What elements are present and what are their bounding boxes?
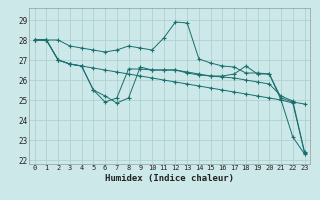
X-axis label: Humidex (Indice chaleur): Humidex (Indice chaleur) (105, 174, 234, 183)
